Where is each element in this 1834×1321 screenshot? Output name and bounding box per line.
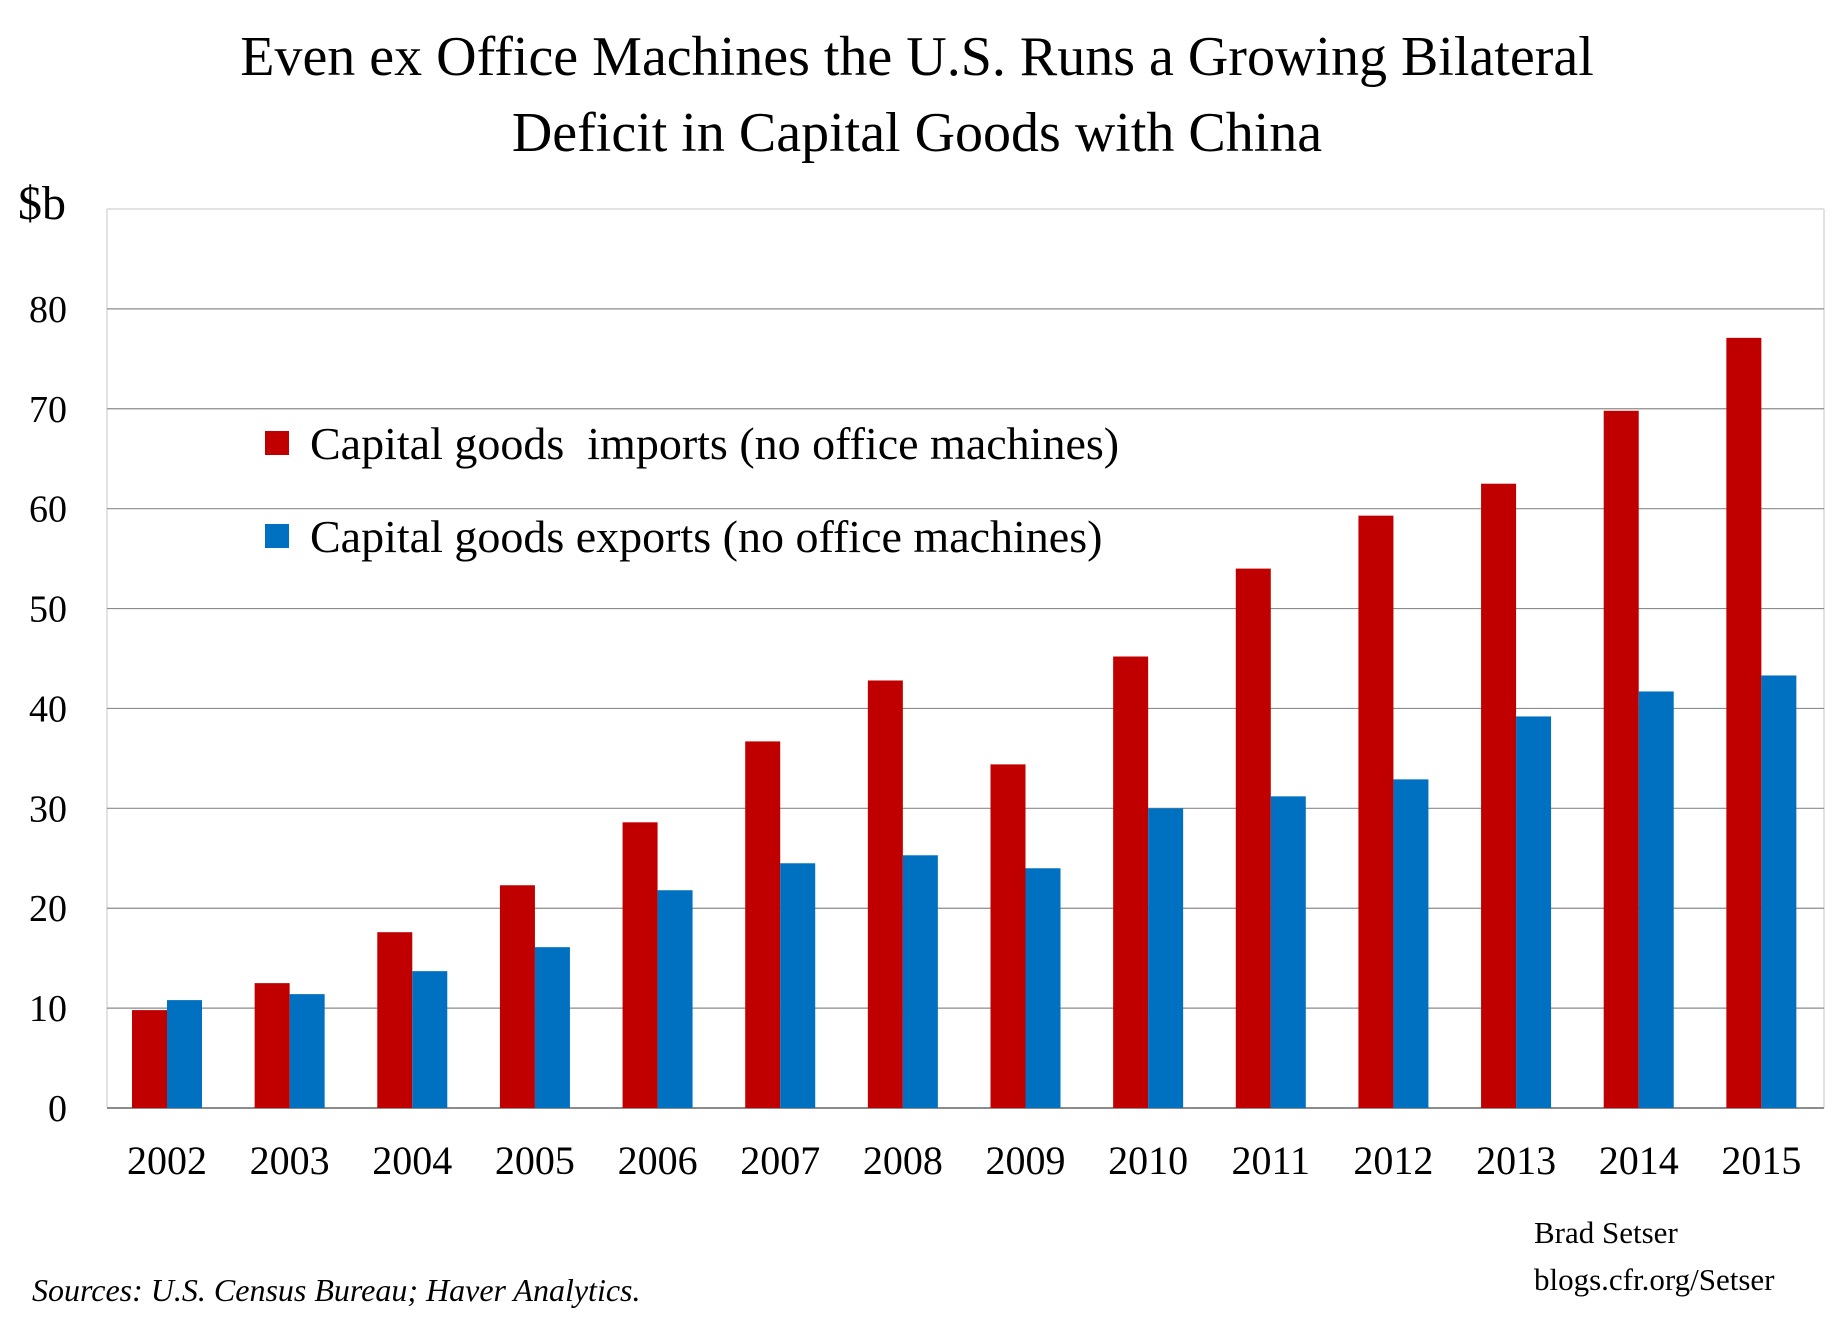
x-tick-label: 2009: [986, 1138, 1066, 1183]
author-credit: Brad Setser: [1534, 1215, 1678, 1250]
bar-imports-2012: [1358, 515, 1394, 1108]
author-url: blogs.cfr.org/Setser: [1534, 1262, 1775, 1297]
y-axis-unit-label: $b: [18, 177, 66, 230]
x-tick-label: 2004: [372, 1138, 452, 1183]
x-tick-label: 2007: [740, 1138, 820, 1183]
x-axis-ticks: 2002 2003 2004 2005 2006 2007 2008 2009 2010 2011…: [127, 1138, 1801, 1183]
y-tick-label: 50: [29, 589, 67, 631]
x-tick-label: 2008: [863, 1138, 943, 1183]
x-tick-label: 2014: [1599, 1138, 1679, 1183]
bar-imports-2003: [254, 983, 290, 1108]
x-tick-label: 2010: [1108, 1138, 1188, 1183]
bar-imports-2005: [499, 885, 535, 1108]
bar-exports-2005: [534, 947, 570, 1108]
y-tick-label: 60: [29, 489, 67, 531]
x-tick-label: 2012: [1353, 1138, 1433, 1183]
bars: [132, 337, 1797, 1109]
y-tick-label: 20: [29, 888, 67, 930]
legend-swatch-exports: [265, 524, 289, 548]
bar-exports-2006: [657, 890, 693, 1108]
bar-imports-2004: [377, 932, 413, 1108]
bar-exports-2014: [1638, 691, 1674, 1108]
legend: Capital goods imports (no office machine…: [265, 418, 1119, 562]
bar-exports-2011: [1270, 796, 1306, 1108]
gridlines: [106, 208, 1825, 1109]
bar-exports-2013: [1516, 716, 1552, 1108]
legend-swatch-imports: [265, 431, 289, 455]
bar-imports-2009: [990, 764, 1026, 1108]
legend-label-exports: Capital goods exports (no office machine…: [310, 511, 1102, 562]
bar-imports-2014: [1603, 410, 1639, 1109]
x-tick-label: 2013: [1476, 1138, 1556, 1183]
x-tick-label: 2015: [1721, 1138, 1801, 1183]
chart-title-line-2: Deficit in Capital Goods with China: [511, 102, 1323, 164]
bar-exports-2007: [780, 863, 816, 1108]
bar-imports-2011: [1235, 568, 1271, 1108]
x-tick-label: 2002: [127, 1138, 207, 1183]
y-tick-label: 70: [29, 389, 67, 431]
y-tick-label: 40: [29, 688, 67, 730]
bar-imports-2013: [1481, 483, 1517, 1108]
x-tick-label: 2006: [618, 1138, 698, 1183]
bar-imports-2002: [132, 1010, 167, 1108]
bar-exports-2003: [289, 994, 325, 1108]
bar-imports-2015: [1726, 337, 1762, 1108]
bar-imports-2008: [867, 680, 903, 1108]
bar-exports-2012: [1393, 779, 1429, 1108]
source-note: Sources: U.S. Census Bureau; Haver Analy…: [32, 1272, 641, 1308]
y-tick-label: 80: [29, 289, 67, 331]
bar-exports-2008: [902, 855, 938, 1108]
x-tick-label: 2005: [495, 1138, 575, 1183]
bar-exports-2010: [1148, 808, 1184, 1108]
y-axis-ticks: 0 10 20 30 40 50 60 70 80: [29, 289, 67, 1130]
bar-imports-2007: [745, 741, 781, 1108]
chart-title-line-1: Even ex Office Machines the U.S. Runs a …: [240, 26, 1594, 88]
bar-exports-2004: [412, 971, 448, 1108]
y-tick-label: 0: [48, 1088, 67, 1130]
y-tick-label: 10: [29, 988, 67, 1030]
legend-label-imports: Capital goods imports (no office machine…: [310, 418, 1119, 469]
y-tick-label: 30: [29, 788, 67, 830]
bar-imports-2006: [622, 822, 658, 1108]
bar-imports-2010: [1113, 656, 1149, 1108]
x-tick-label: 2011: [1232, 1138, 1311, 1183]
bar-exports-2002: [167, 1000, 202, 1108]
x-tick-label: 2003: [250, 1138, 330, 1183]
bar-exports-2009: [1025, 868, 1061, 1108]
bar-exports-2015: [1761, 675, 1797, 1108]
